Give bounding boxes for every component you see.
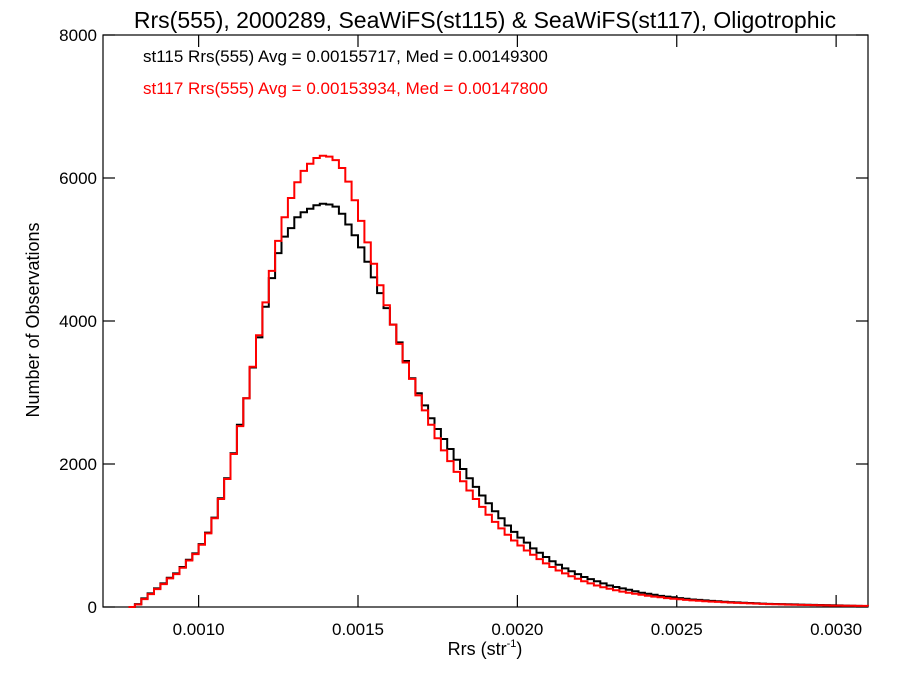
y-tick-label: 4000 xyxy=(59,312,97,331)
y-tick-label: 8000 xyxy=(59,26,97,45)
y-axis: 0 2000 4000 6000 8000 xyxy=(59,26,868,617)
x-axis-label-main: Rrs (str xyxy=(448,639,507,659)
x-axis: 0.0010 0.0015 0.0020 0.0025 0.0030 xyxy=(173,35,862,639)
plot-area xyxy=(102,34,869,608)
x-tick-label: 0.0010 xyxy=(173,620,225,639)
y-axis-label: Number of Observations xyxy=(23,222,43,417)
chart-title: Rrs(555), 2000289, SeaWiFS(st115) & SeaW… xyxy=(134,7,836,33)
legend-st117: st117 Rrs(555) Avg = 0.00153934, Med = 0… xyxy=(143,79,548,98)
x-tick-label: 0.0025 xyxy=(651,620,703,639)
y-tick-label: 6000 xyxy=(59,169,97,188)
x-tick-label: 0.0020 xyxy=(491,620,543,639)
plot-border xyxy=(102,34,869,608)
x-tick-label: 0.0030 xyxy=(810,620,862,639)
x-axis-label-close: ) xyxy=(516,639,522,659)
series-layer xyxy=(128,154,869,608)
x-axis-label: Rrs (str-1) xyxy=(448,638,523,659)
x-tick-label: 0.0015 xyxy=(332,620,384,639)
x-axis-label-sup: -1 xyxy=(507,638,517,650)
y-tick-label: 2000 xyxy=(59,455,97,474)
legend-st115: st115 Rrs(555) Avg = 0.00155717, Med = 0… xyxy=(143,47,548,66)
series-line-st117 xyxy=(128,154,869,608)
series-line-st115 xyxy=(128,202,869,608)
y-tick-label: 0 xyxy=(88,598,97,617)
